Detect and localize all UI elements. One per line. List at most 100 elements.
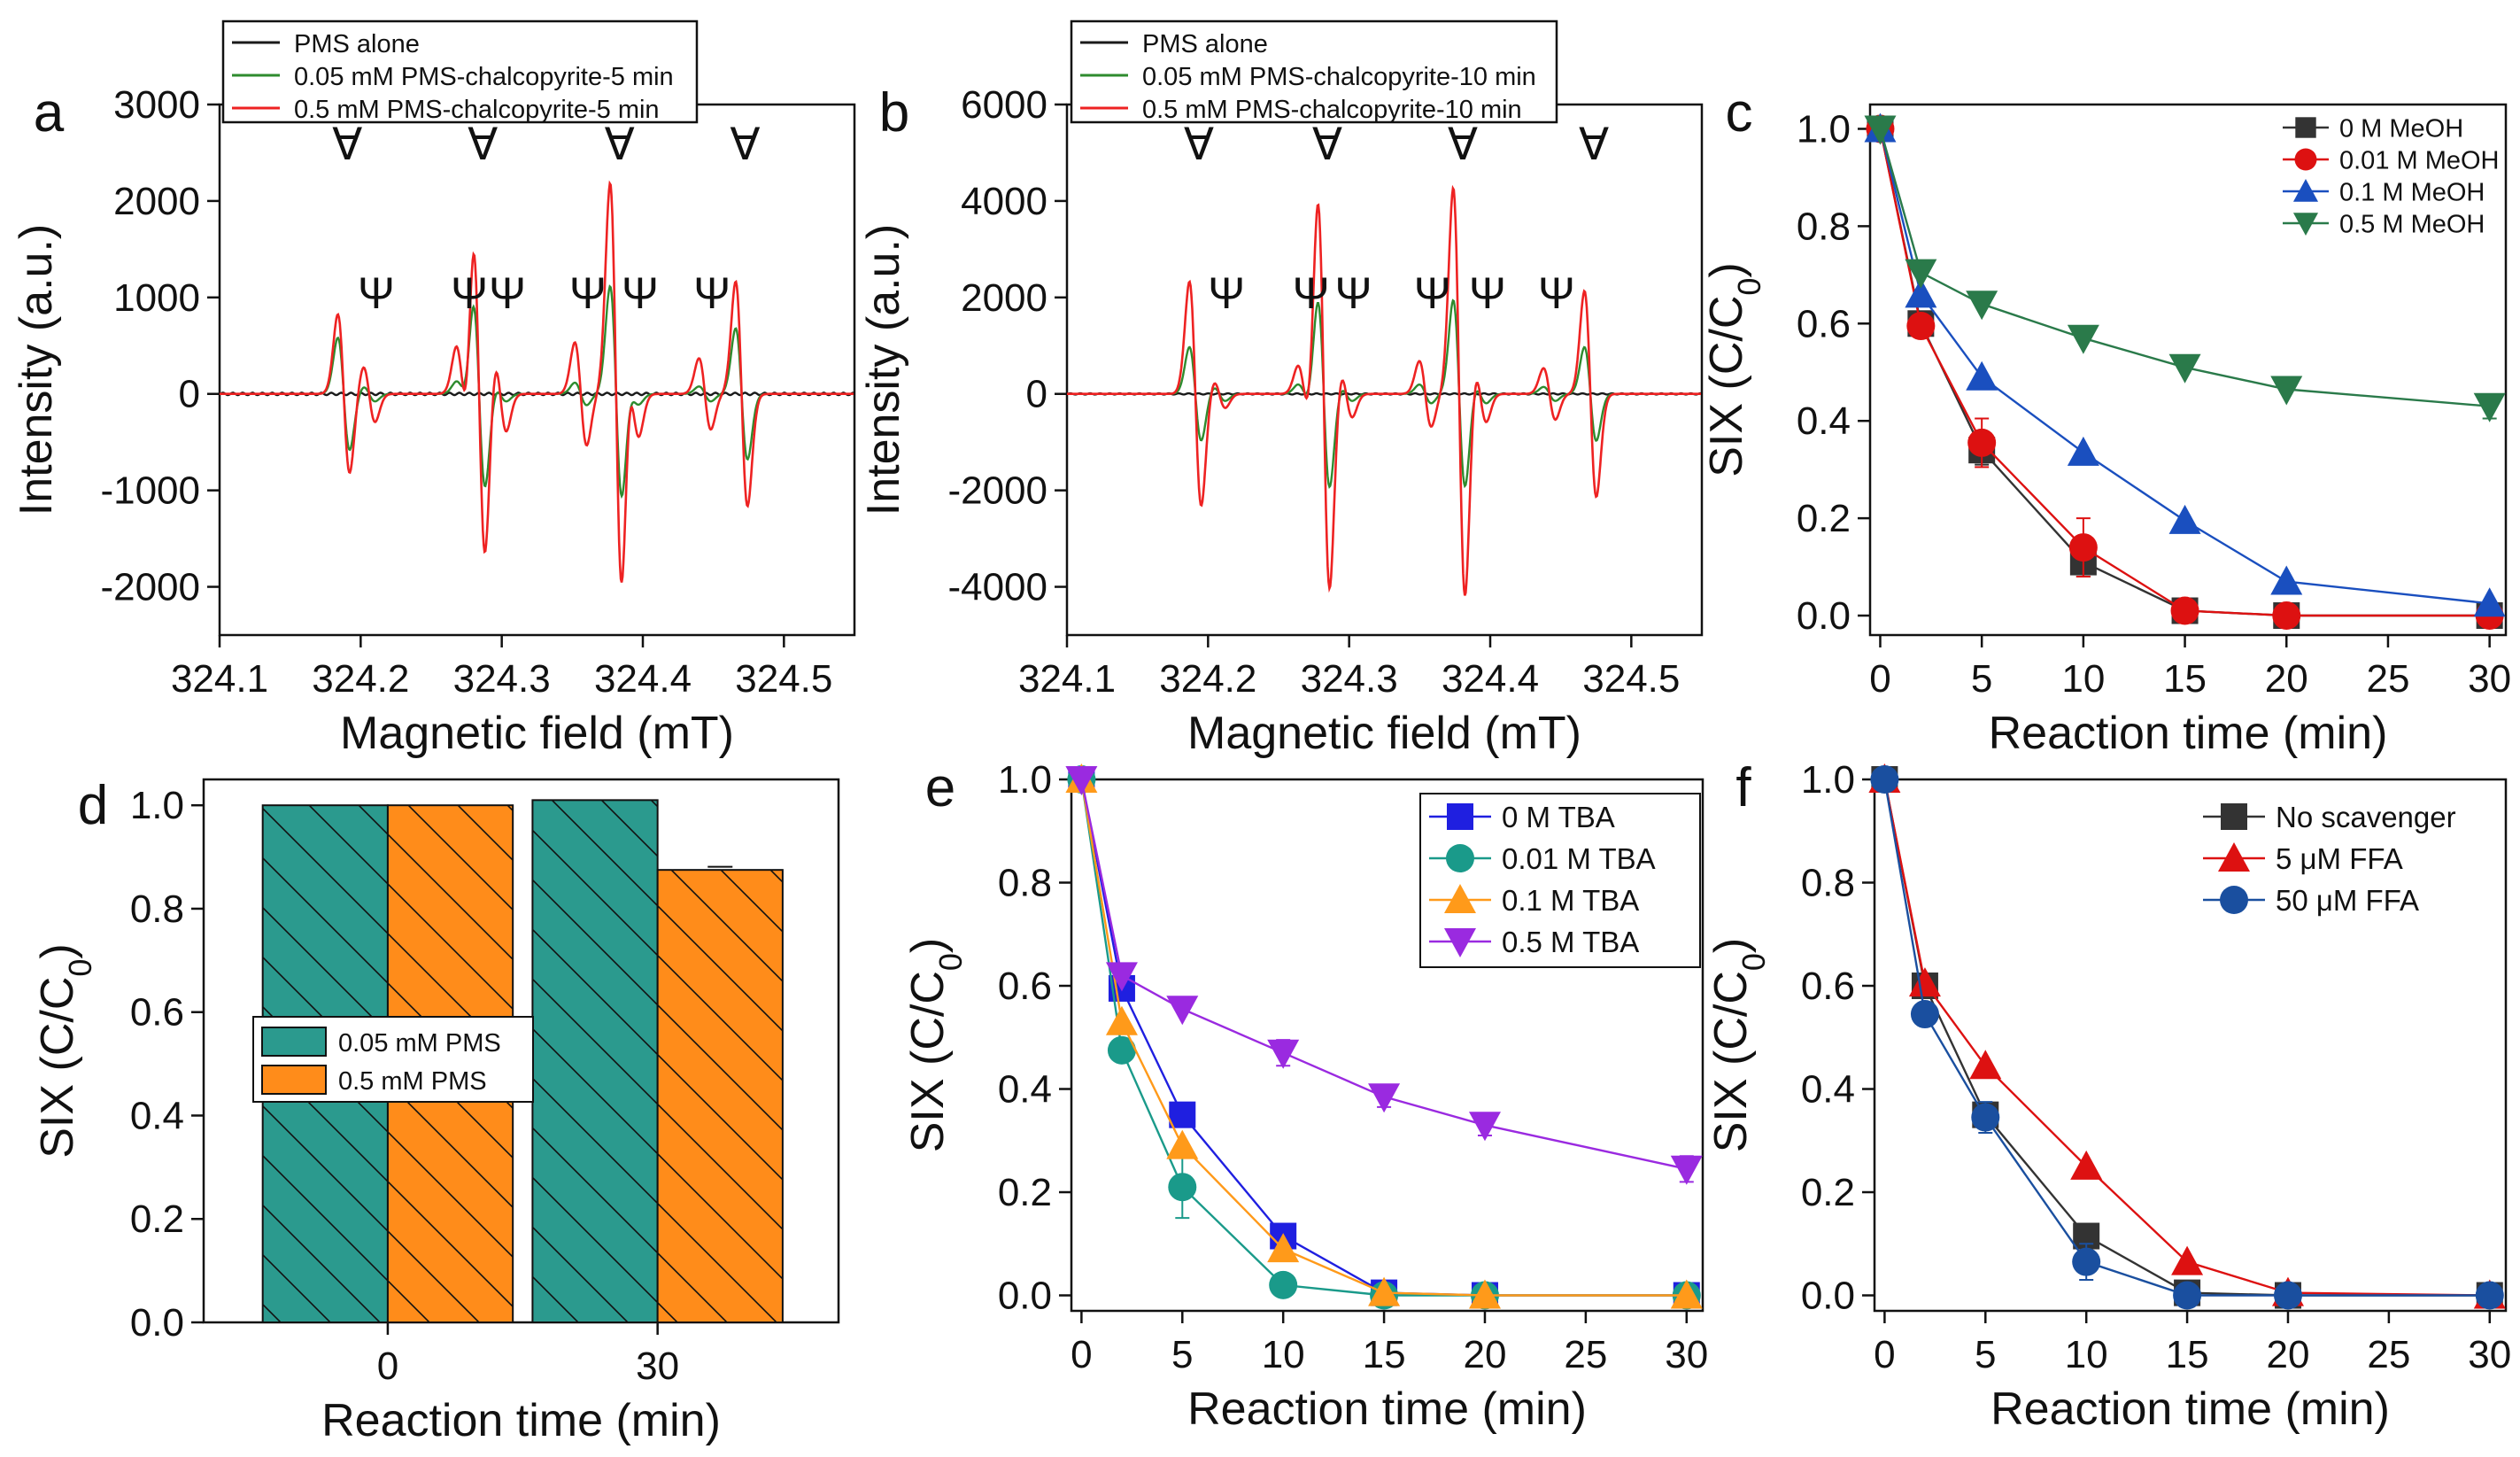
y-tick-label: 0.4 [1801, 1068, 1855, 1112]
data-point [2473, 587, 2506, 617]
data-point [1368, 1276, 1401, 1306]
data-point [2067, 436, 2099, 466]
y-tick-label: 3000 [113, 83, 200, 127]
data-point [2170, 596, 2199, 625]
data-point [2295, 117, 2316, 138]
panel-d: 0.0 0.2 0.4 0.6 0.8 1.0 Reaction time (min) SIX… [32, 775, 840, 1446]
data-point [2473, 392, 2506, 422]
y-tick-label: 2000 [113, 180, 200, 223]
x-tick-label: 324.4 [594, 657, 692, 701]
y-axis-label: SIX (C/C0) [1705, 938, 1772, 1153]
y-tick-label: 4000 [961, 180, 1047, 223]
x-axis-label: Reaction time (min) [1187, 1383, 1587, 1435]
data-point [1468, 1112, 1501, 1142]
y-tick-label: 0.8 [998, 862, 1052, 905]
data-point [1169, 1101, 1196, 1128]
panel-label: b [879, 82, 909, 143]
x-tick-label: 20 [2265, 657, 2308, 701]
data-point [1166, 1129, 1199, 1159]
dmpo-oh-marker: ∀ [332, 120, 362, 169]
data-point [1967, 428, 1997, 457]
y-tick-label: 0.0 [1797, 594, 1851, 638]
x-tick-label: 30 [1665, 1333, 1708, 1376]
legend: 0.05 mM PMS 0.5 mM PMS [252, 1016, 534, 1103]
series-line [220, 284, 854, 500]
x-tick-label: 324.1 [1018, 657, 1116, 701]
panel-e: 0.0 0.2 0.4 0.6 0.8 1.0 0 5 10 15 20 25 30 Reaction t… [902, 757, 1708, 1435]
dmpo-so4-marker: Ψ [1293, 268, 1330, 318]
series-2 [1864, 112, 2506, 617]
legend: 0 M MeOH 0.01 M MeOH 0.1 M MeOH 0.5 M MeOH [2283, 114, 2500, 238]
legend-entry: 0.5 M TBA [1502, 926, 1639, 958]
y-tick-label: 0 [1026, 373, 1047, 416]
dmpo-oh-marker: ∀ [1579, 120, 1609, 169]
data-point [2168, 504, 2201, 534]
dmpo-so4-marker: Ψ [1538, 268, 1575, 318]
y-tick-label: 0.0 [130, 1301, 184, 1345]
dmpo-so4-marker: Ψ [451, 268, 488, 318]
legend-entry: No scavenger [2276, 801, 2456, 833]
x-tick-label: 20 [2267, 1333, 2310, 1376]
data-point [1105, 962, 1138, 992]
dmpo-oh-marker: ∀ [1312, 120, 1342, 169]
data-point [2273, 1281, 2302, 1310]
legend-entry: PMS alone [294, 30, 420, 58]
legend-entry: 0.5 mM PMS-chalcopyrite-5 min [294, 96, 660, 124]
x-tick-label: 0 [1071, 1333, 1092, 1376]
x-tick-label: 324.3 [1301, 657, 1398, 701]
y-tick-label: 0.0 [1801, 1275, 1855, 1318]
series-2 [1870, 765, 2504, 1310]
dmpo-so4-marker: Ψ [1335, 268, 1372, 318]
y-tick-label: 1000 [113, 276, 200, 320]
x-tick-label: 25 [2366, 657, 2409, 701]
series-3 [1864, 115, 2506, 422]
panel-label: a [34, 82, 65, 143]
x-tick-label: 10 [2065, 1333, 2108, 1376]
x-axis-label: Reaction time (min) [321, 1395, 721, 1446]
data-point [1969, 1050, 2002, 1080]
legend-entry: PMS alone [1142, 30, 1268, 58]
data-point [2292, 213, 2319, 236]
data-point [1910, 1000, 1939, 1029]
y-tick-label: 0.4 [130, 1094, 184, 1137]
x-tick-label: 25 [1564, 1333, 1607, 1376]
bar-hatch [657, 870, 783, 1322]
legend: PMS alone 0.05 mM PMS-chalcopyrite-5 min 0… [221, 19, 699, 124]
data-point [1107, 1035, 1136, 1065]
dmpo-oh-marker: ∀ [1184, 120, 1214, 169]
data-point [2168, 353, 2201, 384]
legend-swatch [261, 1027, 327, 1057]
data-point [1446, 844, 1474, 872]
data-point [2171, 1245, 2204, 1275]
data-point [1065, 766, 1098, 795]
x-tick-label: 5 [1171, 1333, 1193, 1376]
x-tick-label: 10 [1262, 1333, 1305, 1376]
dmpo-oh-marker: ∀ [730, 120, 760, 169]
x-axis-label: Magnetic field (mT) [340, 708, 734, 759]
x-tick-label: 324.2 [1159, 657, 1256, 701]
x-tick-label: 20 [1464, 1333, 1507, 1376]
data-point [1908, 967, 1941, 997]
data-point [2070, 1150, 2103, 1180]
y-tick-label: 0.6 [130, 991, 184, 1035]
y-tick-label: 1.0 [130, 784, 184, 827]
y-tick-label: 1.0 [1797, 107, 1851, 151]
data-point [1670, 1155, 1703, 1185]
data-point [2072, 1247, 2101, 1276]
bar-hatch [532, 800, 658, 1322]
series-1 [1868, 763, 2506, 1309]
data-point [1267, 1039, 1300, 1069]
panel-c: 0.0 0.2 0.4 0.6 0.8 1.0 0 5 10 15 20 25 30 Reaction t… [1701, 82, 2511, 759]
legend-entry: 0.5 mM PMS-chalcopyrite-10 min [1142, 96, 1522, 124]
y-tick-label: 0.6 [1797, 302, 1851, 345]
y-tick-label: 0.8 [1801, 862, 1855, 905]
data-point [1864, 115, 1897, 145]
x-tick-label: 0 [377, 1345, 398, 1388]
x-tick-label: 5 [1971, 657, 1992, 701]
legend-frame [221, 19, 699, 124]
data-point [1971, 1103, 2000, 1132]
data-point [2475, 1281, 2504, 1310]
data-point [1906, 312, 1936, 341]
dmpo-so4-marker: Ψ [1208, 268, 1245, 318]
